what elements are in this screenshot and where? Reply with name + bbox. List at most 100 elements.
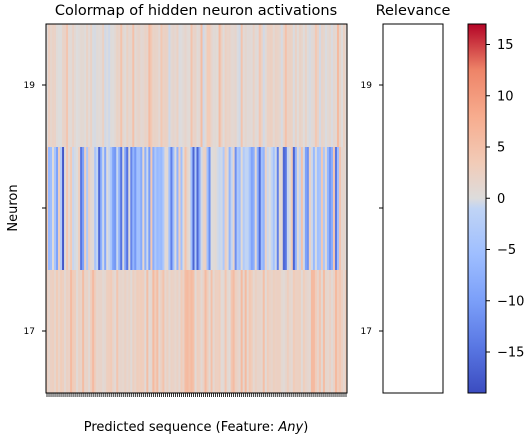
- ytick-label-17: 17: [24, 327, 35, 337]
- heatmap-cell: [270, 147, 274, 271]
- colorbar-tick-label: −10: [497, 294, 524, 309]
- heatmap-cell: [68, 147, 71, 271]
- heatmap-cell: [210, 270, 213, 394]
- heatmap-cell: [70, 147, 73, 271]
- heatmap-cell: [292, 147, 296, 271]
- heatmap-cell: [134, 24, 137, 148]
- heatmap-cell: [336, 147, 340, 271]
- heatmap-cell: [342, 147, 346, 271]
- heatmap-cell: [188, 24, 191, 148]
- colorbar-tick-label: −5: [497, 243, 516, 258]
- heatmap-cell: [272, 270, 276, 394]
- heatmap-cell: [128, 24, 131, 148]
- heatmap-cell: [308, 270, 312, 394]
- heatmap-cell: [278, 147, 282, 271]
- heatmap-cell: [158, 24, 161, 148]
- heatmap-cell: [240, 270, 244, 394]
- heatmap-cell: [96, 24, 99, 148]
- heatmap-cell: [104, 270, 107, 394]
- heatmap-cell: [90, 147, 93, 271]
- heatmap-cell: [118, 270, 121, 394]
- heatmap-cell: [178, 147, 181, 271]
- heatmap-cell: [336, 24, 340, 148]
- heatmap-cell: [204, 270, 207, 394]
- colorbar-tick-label: 0: [497, 192, 505, 207]
- heatmap-cell: [186, 24, 189, 148]
- heatmap-cell: [162, 24, 165, 148]
- heatmap-cell: [196, 270, 199, 394]
- heatmap-cell: [112, 147, 115, 271]
- heatmap-cell: [96, 147, 99, 271]
- heatmap-cell: [98, 270, 101, 394]
- heatmap-cell: [334, 24, 338, 148]
- heatmap-cell: [338, 270, 342, 394]
- heatmap-cell: [236, 147, 239, 271]
- heatmap-cell: [340, 147, 344, 271]
- heatmap-cell: [58, 147, 61, 271]
- heatmap-cell: [328, 270, 332, 394]
- heatmap-cell: [152, 24, 155, 148]
- heatmap-cell: [120, 24, 123, 148]
- heatmap-cell: [204, 147, 207, 271]
- heatmap-cell: [162, 270, 165, 394]
- heatmap-cell: [260, 24, 264, 148]
- heatmap-cell: [318, 147, 322, 271]
- heatmap-cell: [340, 24, 344, 148]
- heatmap-cell: [106, 24, 109, 148]
- heatmap-cell: [82, 270, 85, 394]
- heatmap-cell: [182, 270, 185, 394]
- heatmap-cell: [318, 24, 322, 148]
- heatmap-cell: [256, 24, 260, 148]
- heatmap-cell: [192, 270, 195, 394]
- heatmap-cell: [218, 270, 221, 394]
- heatmap-cell: [72, 270, 75, 394]
- heatmap-cell: [116, 270, 119, 394]
- heatmap-cell: [304, 270, 308, 394]
- heatmap-cell: [102, 147, 105, 271]
- heatmap-cell: [90, 24, 93, 148]
- x-axis-label-prefix: Predicted sequence (Feature:: [84, 420, 279, 435]
- relevance-ytick-label-17: 17: [361, 327, 372, 337]
- heatmap-cell: [206, 24, 209, 148]
- heatmap-cell: [94, 147, 97, 271]
- heatmap-cell: [280, 147, 284, 271]
- heatmap-cell: [322, 270, 326, 394]
- heatmap-cell: [252, 24, 256, 148]
- heatmap-cell: [210, 147, 213, 271]
- heatmap-cell: [132, 147, 135, 271]
- heatmap-cell: [146, 270, 149, 394]
- heatmap-cell: [242, 24, 246, 148]
- heatmap-cell: [240, 147, 244, 271]
- heatmap-cell: [172, 270, 175, 394]
- heatmap-cell: [226, 147, 229, 271]
- heatmap-cell: [222, 147, 225, 271]
- heatmap-cell: [76, 270, 79, 394]
- heatmap-cell: [314, 24, 318, 148]
- heatmap-cell: [226, 24, 229, 148]
- colorbar-tick-label: 15: [497, 38, 514, 53]
- heatmap-cell: [256, 147, 260, 271]
- heatmap-cell: [208, 147, 211, 271]
- heatmap-cell: [78, 147, 81, 271]
- x-axis-label: Predicted sequence (Feature: Any): [84, 420, 309, 435]
- heatmap-cell: [56, 147, 59, 271]
- heatmap-cell: [122, 24, 125, 148]
- heatmap-cell: [342, 270, 346, 394]
- heatmap-cell: [158, 270, 161, 394]
- heatmap-cell: [168, 147, 171, 271]
- heatmap-cell: [110, 24, 113, 148]
- heatmap-cell: [244, 270, 248, 394]
- heatmap-cell: [342, 24, 346, 148]
- heatmap-cell: [230, 24, 233, 148]
- heatmap-cell: [324, 147, 328, 271]
- heatmap-cell: [270, 270, 274, 394]
- heatmap-cell: [316, 147, 320, 271]
- heatmap-cell: [232, 270, 235, 394]
- heatmap-cell: [122, 270, 125, 394]
- heatmap-cell: [322, 147, 326, 271]
- heatmap-cell: [54, 270, 57, 394]
- heatmap-cell: [214, 147, 217, 271]
- heatmap-cell: [144, 147, 147, 271]
- heatmap-cell: [314, 270, 318, 394]
- heatmap-cell: [242, 147, 246, 271]
